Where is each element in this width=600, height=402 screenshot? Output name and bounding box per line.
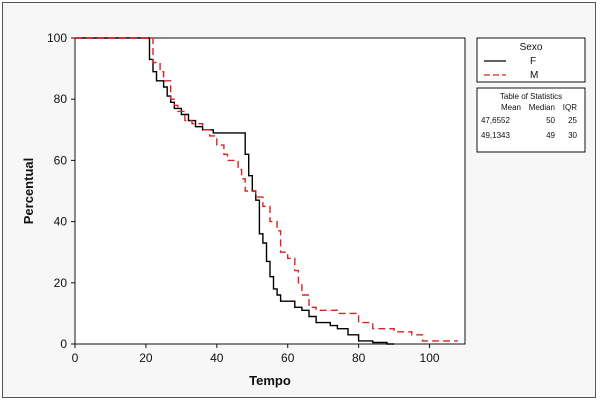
stats-row2-mean: 49,1343: [481, 131, 510, 140]
y-tick-label: 20: [54, 276, 68, 290]
x-tick-label: 20: [139, 351, 153, 365]
x-tick-label: 80: [352, 351, 366, 365]
stats-table-box: [476, 87, 586, 153]
x-tick-label: 40: [210, 351, 224, 365]
y-tick-label: 40: [54, 215, 68, 229]
legend-label-m: M: [530, 70, 538, 81]
stats-header-median: Median: [529, 103, 555, 112]
x-tick-label: 60: [281, 351, 295, 365]
stats-row2-iqr: 30: [568, 131, 577, 140]
y-tick-label: 80: [54, 92, 68, 106]
legend-label-f: F: [530, 56, 536, 67]
stats-header-mean: Mean: [501, 103, 521, 112]
plot-area: [74, 37, 466, 345]
stats-table-title: Table of Statistics: [500, 92, 562, 101]
y-axis-title: Percentual: [21, 158, 36, 224]
stats-row1-iqr: 25: [568, 116, 577, 125]
series-layer: [75, 37, 458, 345]
legend-title: Sexo: [520, 42, 543, 53]
y-tick-label: 100: [47, 31, 67, 45]
stats-table: Table of Statistics Mean Median IQR 47,6…: [476, 87, 586, 153]
series-line-m: [75, 37, 458, 342]
stats-row2-median: 49: [546, 131, 555, 140]
stats-row1-mean: 47,6552: [481, 116, 510, 125]
stats-header-iqr: IQR: [563, 103, 577, 112]
legend: Sexo F M: [476, 37, 586, 83]
x-axis-title: Tempo: [249, 373, 291, 388]
y-axis: 0 20 40 60 80 100: [47, 31, 75, 351]
stats-row1-median: 50: [546, 116, 555, 125]
x-axis: 0 20 40 60 80 100: [72, 344, 440, 365]
y-tick-label: 0: [60, 337, 67, 351]
y-tick-label: 60: [54, 153, 68, 167]
x-tick-label: 0: [72, 351, 79, 365]
x-tick-label: 100: [420, 351, 440, 365]
